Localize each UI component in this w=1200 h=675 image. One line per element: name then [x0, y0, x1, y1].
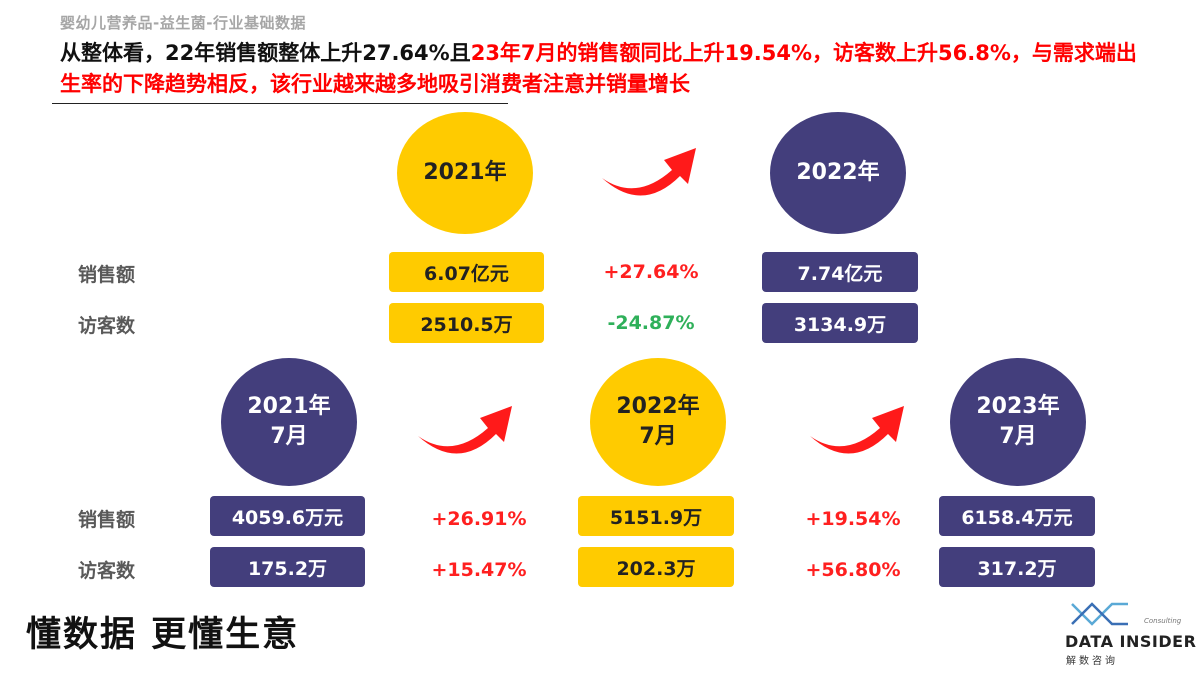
annual-2022-sales-value: 7.74亿元	[797, 262, 883, 285]
logo-mark-icon	[1071, 602, 1128, 626]
year-2021-label: 2021年	[423, 160, 507, 185]
july-visitors-label: 访客数	[78, 560, 136, 582]
july-21-22-visitors-change: +15.47%	[431, 559, 527, 581]
july-2021-month: 7月	[270, 424, 308, 449]
july-2022-sales-value: 5151.9万	[609, 506, 703, 529]
july-2023-year: 2023年	[976, 394, 1060, 419]
july-2023-sales-value: 6158.4万元	[961, 506, 1073, 529]
logo-name: DATA INSIDER	[1065, 632, 1197, 651]
july-2022-visitors-box: 202.3万	[578, 547, 734, 587]
slide-headline: 从整体看，22年销售额整体上升27.64%且23年7月的销售额同比上升19.54…	[60, 38, 1140, 100]
july-2023-visitors-box: 317.2万	[939, 547, 1095, 587]
july-2022-visitors-value: 202.3万	[616, 557, 696, 580]
slogan: 懂数据 更懂生意	[26, 615, 300, 655]
july-2023-visitors-value: 317.2万	[977, 557, 1057, 580]
july-2022-circle: 2022年 7月	[590, 358, 726, 486]
july-2023-sales-box: 6158.4万元	[939, 496, 1095, 536]
headline-red-text: 23年7月的销售额同比上升19.54%，访客数上升56.8%，与需求端出生率的下…	[60, 41, 1137, 96]
slide-subtitle: 婴幼儿营养品-益生菌-行业基础数据	[60, 14, 306, 32]
logo-chinese-name: 解数咨询	[1066, 656, 1118, 667]
year-2021-circle: 2021年	[397, 112, 533, 234]
july-sales-label: 销售额	[78, 509, 136, 531]
annual-2022-sales-box: 7.74亿元	[762, 252, 918, 292]
annual-sales-label: 销售额	[78, 264, 136, 286]
july-2022-month: 7月	[639, 424, 677, 449]
july-2021-sales-value: 4059.6万元	[231, 506, 344, 529]
annual-2021-sales-value: 6.07亿元	[424, 262, 509, 285]
annual-2021-visitors-value: 2510.5万	[420, 313, 513, 336]
annual-2021-visitors-box: 2510.5万	[389, 303, 544, 343]
july-2021-visitors-box: 175.2万	[210, 547, 365, 587]
headline-underline	[52, 103, 508, 104]
july-22-23-sales-change: +19.54%	[805, 508, 901, 530]
annual-2022-visitors-value: 3134.9万	[793, 313, 887, 336]
july-2021-visitors-value: 175.2万	[247, 557, 328, 580]
annual-2021-sales-box: 6.07亿元	[389, 252, 544, 292]
growth-arrow-icon	[602, 148, 696, 196]
july-2021-sales-box: 4059.6万元	[210, 496, 365, 536]
annual-2022-visitors-box: 3134.9万	[762, 303, 918, 343]
logo-consulting-text: Consulting	[1144, 617, 1182, 625]
july-21-22-sales-change: +26.91%	[431, 508, 527, 530]
headline-black-text: 从整体看，22年销售额整体上升27.64%且	[60, 41, 471, 65]
growth-arrow-icon	[810, 406, 904, 454]
july-2023-month: 7月	[999, 424, 1037, 449]
july-2022-sales-box: 5151.9万	[578, 496, 734, 536]
growth-arrow-icon	[418, 406, 512, 454]
july-2022-year: 2022年	[616, 394, 700, 419]
year-2022-label: 2022年	[796, 160, 880, 185]
year-2022-circle: 2022年	[770, 112, 906, 234]
july-2021-circle: 2021年 7月	[221, 358, 357, 486]
annual-visitors-label: 访客数	[78, 315, 136, 337]
data-insider-logo: Consulting DATA INSIDER 解数咨询	[1060, 596, 1196, 667]
july-2021-year: 2021年	[247, 394, 331, 419]
july-2023-circle: 2023年 7月	[950, 358, 1086, 486]
july-22-23-visitors-change: +56.80%	[805, 559, 901, 581]
annual-visitors-change: -24.87%	[607, 312, 695, 334]
annual-sales-change: +27.64%	[603, 261, 699, 283]
